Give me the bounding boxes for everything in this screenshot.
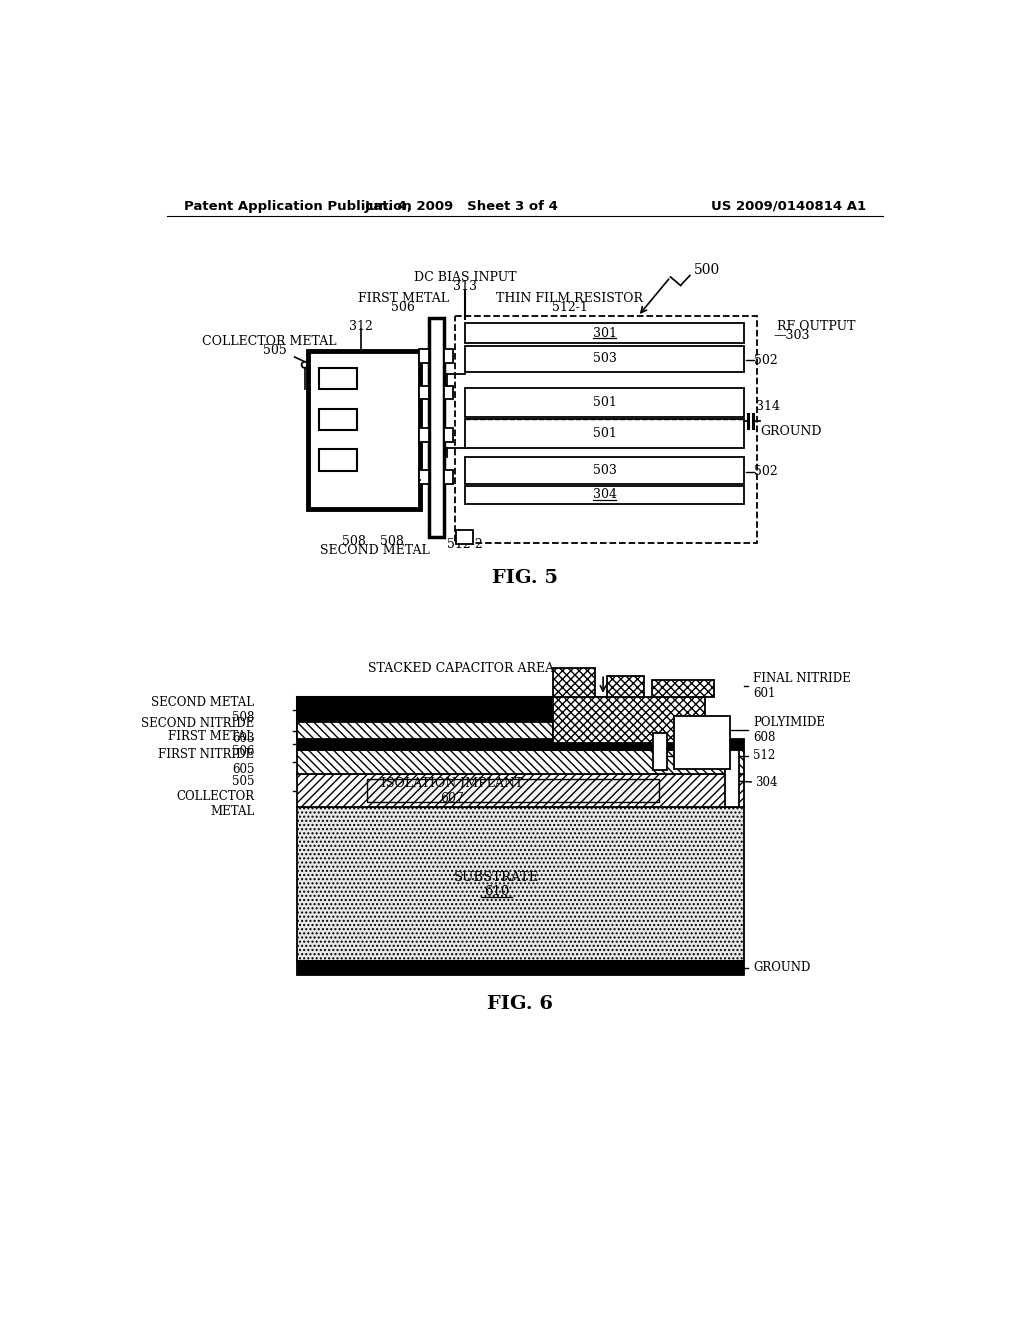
Text: 512-1: 512-1	[552, 301, 588, 314]
Text: 312: 312	[348, 319, 373, 333]
Text: 301: 301	[593, 326, 616, 339]
Text: FIRST METAL
506: FIRST METAL 506	[169, 730, 254, 759]
Bar	[725, 750, 738, 807]
Text: 512-2: 512-2	[447, 539, 483, 552]
Text: THIN FILM RESISTOR: THIN FILM RESISTOR	[497, 292, 643, 305]
Text: US 2009/0140814 A1: US 2009/0140814 A1	[711, 199, 866, 213]
Bar	[420, 350, 429, 363]
Bar	[652, 733, 667, 770]
Bar	[553, 697, 706, 743]
Text: FIG. 6: FIG. 6	[487, 995, 553, 1012]
Bar	[297, 739, 744, 750]
Text: GROUND: GROUND	[754, 961, 811, 974]
Bar	[652, 681, 714, 697]
Text: FIRST METAL: FIRST METAL	[357, 292, 449, 305]
Text: FINAL NITRIDE
601: FINAL NITRIDE 601	[754, 672, 851, 700]
Bar	[444, 470, 453, 484]
Text: 304: 304	[593, 488, 616, 502]
Bar	[319, 409, 356, 430]
Bar	[297, 722, 640, 739]
Text: 500: 500	[693, 263, 720, 277]
Text: 501: 501	[593, 426, 616, 440]
Bar	[465, 388, 744, 417]
Text: POLYIMIDE
608: POLYIMIDE 608	[754, 715, 825, 743]
Text: —303: —303	[773, 329, 810, 342]
Text: 512: 512	[754, 750, 775, 763]
Bar	[297, 750, 744, 775]
Text: SUBSTRATE: SUBSTRATE	[455, 871, 540, 884]
Text: 502: 502	[755, 354, 778, 367]
Bar	[420, 428, 429, 442]
Bar	[420, 470, 429, 484]
Text: SECOND METAL: SECOND METAL	[319, 544, 429, 557]
Bar	[465, 323, 744, 343]
Text: 501: 501	[593, 396, 616, 409]
Text: 503: 503	[593, 463, 616, 477]
Text: DC BIAS INPUT: DC BIAS INPUT	[414, 271, 516, 284]
Text: SECOND NITRIDE
603: SECOND NITRIDE 603	[141, 717, 254, 744]
Bar	[444, 350, 453, 363]
Bar	[319, 368, 356, 389]
Text: 505: 505	[263, 345, 287, 358]
Text: Jun. 4, 2009   Sheet 3 of 4: Jun. 4, 2009 Sheet 3 of 4	[365, 199, 558, 213]
Text: 304: 304	[755, 776, 777, 788]
Bar	[297, 722, 553, 739]
Bar	[607, 676, 644, 697]
Text: COLLECTOR METAL: COLLECTOR METAL	[202, 335, 336, 348]
Text: RF OUTPUT: RF OUTPUT	[777, 319, 856, 333]
Bar	[465, 418, 744, 447]
Text: 508: 508	[380, 535, 403, 548]
Text: GROUND: GROUND	[761, 425, 822, 438]
Bar	[675, 715, 730, 770]
Bar	[297, 775, 744, 807]
Text: 313: 313	[454, 280, 477, 293]
Bar	[455, 317, 758, 544]
Bar	[444, 385, 453, 400]
Text: 505
COLLECTOR
METAL: 505 COLLECTOR METAL	[176, 775, 254, 818]
Text: 503: 503	[593, 352, 616, 366]
Bar	[367, 779, 658, 803]
Bar	[420, 385, 429, 400]
Text: STACKED CAPACITOR AREA: STACKED CAPACITOR AREA	[369, 661, 554, 675]
Text: 502: 502	[755, 465, 778, 478]
Text: ISOLATION IMPLANT
607: ISOLATION IMPLANT 607	[381, 776, 523, 805]
Text: 314: 314	[756, 400, 779, 413]
Text: 610: 610	[484, 884, 510, 898]
Bar	[465, 486, 744, 504]
Text: SECOND METAL
508: SECOND METAL 508	[152, 696, 254, 723]
Bar	[297, 961, 744, 974]
Bar	[465, 457, 744, 484]
Bar	[456, 531, 473, 544]
Text: FIG. 5: FIG. 5	[492, 569, 558, 587]
Bar	[465, 346, 744, 372]
Text: Patent Application Publication: Patent Application Publication	[183, 199, 412, 213]
Bar	[429, 318, 444, 537]
Bar	[553, 668, 595, 697]
Bar	[444, 428, 453, 442]
Text: 506: 506	[391, 301, 415, 314]
Bar	[297, 697, 640, 722]
Text: FIRST NITRIDE
605: FIRST NITRIDE 605	[158, 748, 254, 776]
Bar	[308, 351, 420, 508]
Bar	[297, 807, 744, 961]
Text: 508: 508	[342, 535, 367, 548]
Bar	[319, 449, 356, 471]
